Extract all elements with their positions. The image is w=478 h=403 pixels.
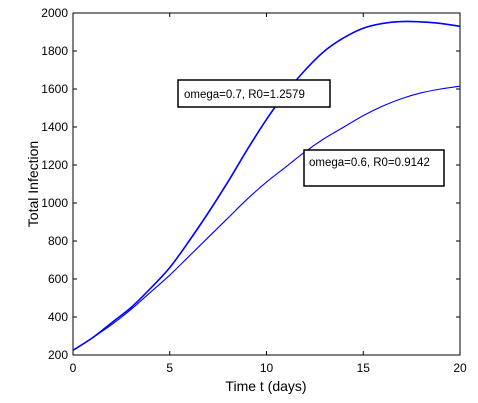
x-tick-label: 5 xyxy=(166,361,173,375)
annotation-box-frame xyxy=(177,79,331,108)
y-tick-label: 1800 xyxy=(41,44,68,58)
series-line-2 xyxy=(72,85,461,351)
y-tick-label: 2000 xyxy=(41,6,68,20)
y-tick-label: 600 xyxy=(48,272,68,286)
y-axis-ticks: 200 400 600 800 1000 1200 1400 1600 1800 2000 xyxy=(41,6,460,362)
x-axis-label: Time t (days) xyxy=(225,378,306,394)
y-axis-label: Total Infection xyxy=(25,141,41,227)
x-tick-label: 0 xyxy=(70,361,77,375)
y-tick-label: 1000 xyxy=(41,196,68,210)
y-tick-label: 800 xyxy=(48,234,68,248)
y-tick-label: 1200 xyxy=(41,158,68,172)
y-tick-label: 200 xyxy=(48,348,68,362)
x-tick-label: 15 xyxy=(357,361,371,375)
x-tick-label: 20 xyxy=(453,361,467,375)
series-lines xyxy=(72,20,461,351)
x-tick-label: 10 xyxy=(260,361,274,375)
y-tick-label: 1600 xyxy=(41,82,68,96)
x-axis-ticks: 0 5 10 15 20 xyxy=(70,13,467,375)
y-tick-label: 400 xyxy=(48,310,68,324)
annotation-text: omega=0.7, R0=1.2579 xyxy=(184,89,305,101)
series-line-1 xyxy=(72,20,461,351)
annotation-box-omega-07: omega=0.7, R0=1.2579 xyxy=(177,79,331,108)
annotation-box-omega-06: omega=0.6, R0=0.9142 xyxy=(303,149,445,187)
annotation-box-frame xyxy=(303,149,445,187)
y-tick-label: 1400 xyxy=(41,120,68,134)
annotation-text: omega=0.6, R0=0.9142 xyxy=(309,157,430,169)
